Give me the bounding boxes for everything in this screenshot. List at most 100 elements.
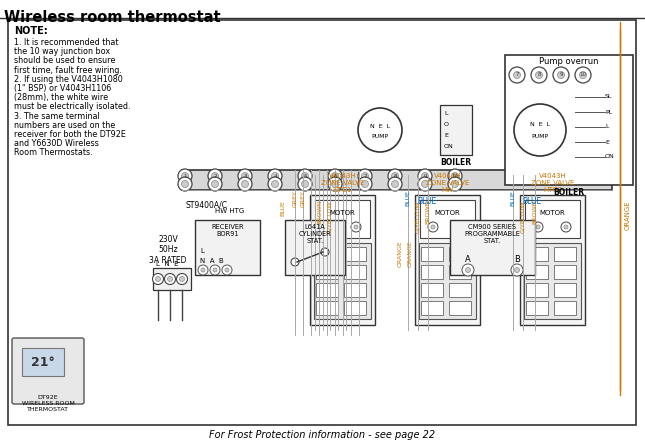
FancyBboxPatch shape	[12, 338, 84, 404]
Text: G/YELLOW: G/YELLOW	[521, 200, 526, 232]
Circle shape	[579, 72, 586, 79]
Text: ORANGE: ORANGE	[625, 200, 631, 230]
Bar	[316, 247, 338, 261]
Circle shape	[533, 222, 543, 232]
Text: 7: 7	[363, 173, 367, 178]
Text: MOTOR: MOTOR	[540, 210, 566, 216]
Text: PUMP: PUMP	[531, 135, 548, 139]
Circle shape	[418, 177, 432, 191]
Text: 2. If using the V4043H1080: 2. If using the V4043H1080	[14, 75, 123, 84]
Text: 8: 8	[537, 72, 541, 77]
Bar	[316, 265, 338, 279]
Text: L: L	[605, 125, 608, 130]
Circle shape	[515, 267, 519, 273]
Text: (28mm), the white wire: (28mm), the white wire	[14, 93, 108, 102]
Circle shape	[451, 181, 459, 187]
Bar	[524, 243, 581, 319]
Circle shape	[428, 222, 438, 232]
Text: NOTE:: NOTE:	[14, 26, 48, 36]
Circle shape	[536, 225, 540, 229]
Text: 21°: 21°	[31, 355, 55, 368]
Circle shape	[361, 181, 368, 187]
Text: 230V
50Hz
3A RATED: 230V 50Hz 3A RATED	[149, 235, 187, 265]
Bar	[344, 301, 366, 315]
Circle shape	[155, 277, 161, 282]
Bar	[526, 265, 548, 279]
Text: L: L	[200, 248, 204, 254]
Text: E: E	[444, 133, 448, 138]
Text: BLUE: BLUE	[522, 197, 541, 206]
Circle shape	[241, 181, 248, 187]
Circle shape	[301, 181, 308, 187]
Bar	[315, 200, 370, 238]
Bar	[182, 170, 612, 190]
Text: 8: 8	[393, 173, 397, 178]
Circle shape	[321, 248, 329, 256]
Text: V4043H
ZONE VALVE
HTG2: V4043H ZONE VALVE HTG2	[531, 173, 574, 193]
Text: BROWN: BROWN	[317, 200, 322, 224]
Circle shape	[181, 181, 188, 187]
Text: BLUE: BLUE	[406, 190, 410, 206]
Text: DT92E
WIRELESS ROOM
THERMOSTAT: DT92E WIRELESS ROOM THERMOSTAT	[21, 395, 74, 412]
Circle shape	[358, 108, 402, 152]
Text: V4043H
ZONE VALVE
HTG1: V4043H ZONE VALVE HTG1	[321, 173, 364, 193]
Circle shape	[392, 173, 399, 180]
Text: Pump overrun: Pump overrun	[539, 57, 599, 66]
Circle shape	[361, 173, 368, 180]
Circle shape	[323, 222, 333, 232]
Circle shape	[272, 181, 279, 187]
Bar	[554, 283, 576, 297]
Bar	[314, 243, 371, 319]
Bar	[344, 283, 366, 297]
Circle shape	[557, 72, 564, 79]
Bar	[344, 265, 366, 279]
Text: ORANGE: ORANGE	[397, 240, 402, 267]
Circle shape	[181, 173, 188, 180]
Bar	[310, 195, 375, 325]
Bar	[22, 348, 64, 376]
Text: L  N  E: L N E	[156, 261, 179, 267]
Bar	[449, 301, 471, 315]
Text: ON: ON	[605, 155, 615, 160]
Bar	[449, 265, 471, 279]
Text: and Y6630D Wireless: and Y6630D Wireless	[14, 139, 99, 148]
Text: G/YELLOW: G/YELLOW	[328, 200, 333, 232]
Text: MOTOR: MOTOR	[435, 210, 461, 216]
Text: 7: 7	[515, 72, 519, 77]
Bar	[415, 195, 480, 325]
Circle shape	[561, 222, 571, 232]
Circle shape	[459, 225, 463, 229]
Text: For Frost Protection information - see page 22: For Frost Protection information - see p…	[209, 430, 435, 440]
Text: O: O	[444, 122, 449, 127]
Circle shape	[511, 264, 523, 276]
Text: 10: 10	[579, 72, 586, 77]
Circle shape	[358, 177, 372, 191]
Text: BLUE: BLUE	[417, 197, 436, 206]
Text: 9: 9	[559, 72, 562, 77]
Circle shape	[513, 72, 521, 79]
Circle shape	[225, 268, 229, 272]
Text: ON: ON	[444, 144, 453, 149]
Bar	[505, 55, 633, 185]
Bar	[526, 301, 548, 315]
Bar	[285, 220, 345, 275]
Circle shape	[208, 177, 222, 191]
Text: B: B	[514, 256, 520, 265]
Circle shape	[531, 67, 547, 83]
Circle shape	[456, 222, 466, 232]
Text: numbers are used on the: numbers are used on the	[14, 121, 115, 130]
Bar	[421, 247, 443, 261]
Circle shape	[448, 169, 462, 183]
Text: HW HTG: HW HTG	[215, 208, 244, 214]
Circle shape	[451, 173, 459, 180]
Circle shape	[326, 225, 330, 229]
Text: N  E  L: N E L	[370, 123, 390, 128]
Bar	[526, 283, 548, 297]
Text: BLUE: BLUE	[510, 190, 515, 206]
Text: G/YELLOW: G/YELLOW	[415, 200, 421, 232]
Bar	[526, 247, 548, 261]
Bar	[525, 200, 580, 238]
Circle shape	[241, 173, 248, 180]
Circle shape	[564, 225, 568, 229]
Text: ST9400A/C: ST9400A/C	[185, 200, 227, 209]
